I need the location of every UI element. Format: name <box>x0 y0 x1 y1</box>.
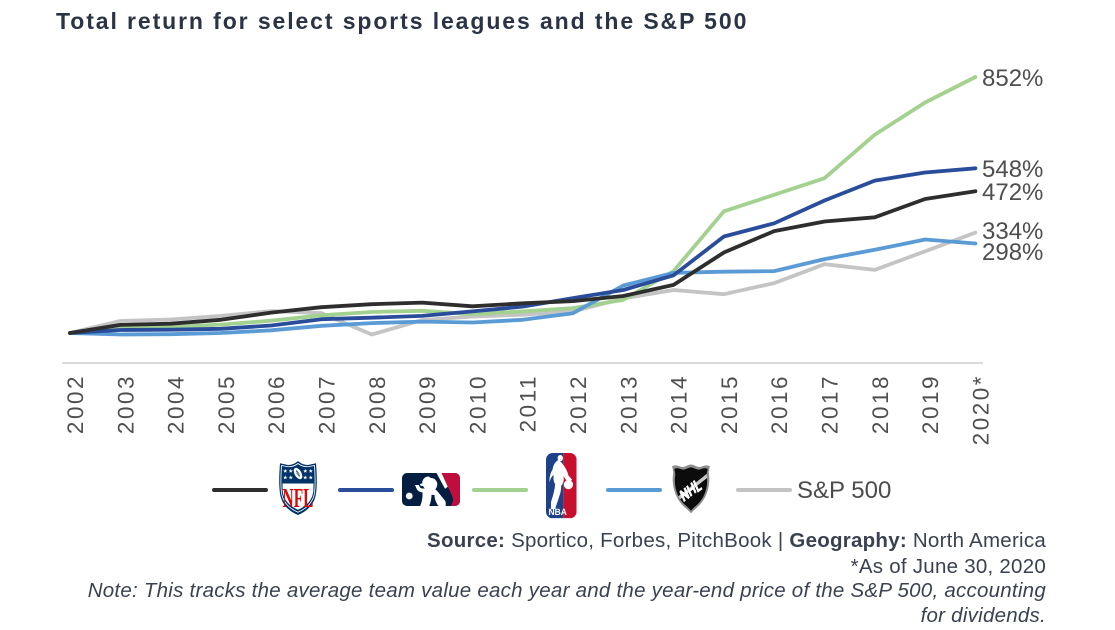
svg-text:2002: 2002 <box>63 374 88 434</box>
svg-text:2013: 2013 <box>616 374 641 434</box>
svg-text:2016: 2016 <box>767 374 792 434</box>
svg-text:2009: 2009 <box>415 374 440 434</box>
svg-text:2005: 2005 <box>214 374 239 434</box>
svg-text:2007: 2007 <box>315 374 340 434</box>
svg-text:NFL: NFL <box>283 482 314 513</box>
svg-text:2004: 2004 <box>164 374 189 434</box>
svg-text:2018: 2018 <box>868 374 893 434</box>
svg-text:2015: 2015 <box>717 374 742 434</box>
svg-text:2020*: 2020* <box>968 374 993 445</box>
svg-text:NBA: NBA <box>549 507 567 517</box>
svg-text:2010: 2010 <box>465 374 490 434</box>
svg-text:2006: 2006 <box>264 374 289 434</box>
svg-text:2003: 2003 <box>113 374 138 434</box>
svg-text:2012: 2012 <box>566 374 591 434</box>
svg-text:2017: 2017 <box>818 374 843 434</box>
svg-text:2014: 2014 <box>667 374 692 434</box>
svg-text:2011: 2011 <box>516 374 541 432</box>
svg-text:2019: 2019 <box>918 374 943 434</box>
svg-text:2008: 2008 <box>365 374 390 434</box>
